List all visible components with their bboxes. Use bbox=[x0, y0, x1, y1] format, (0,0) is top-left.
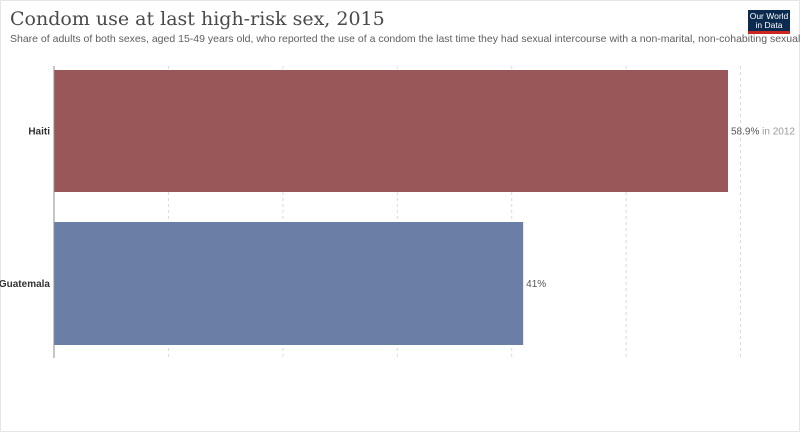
bar-guatemala[interactable] bbox=[54, 222, 524, 345]
value-note: in 2012 bbox=[759, 127, 795, 138]
owid-logo[interactable]: Our World in Data bbox=[748, 10, 790, 34]
value-label: 41% bbox=[526, 279, 546, 290]
logo-line-1: Our World bbox=[749, 11, 789, 21]
value-label: 58.9% in 2012 bbox=[731, 127, 795, 138]
chart-subtitle: Share of adults of both sexes, aged 15-4… bbox=[10, 33, 800, 45]
chart-title: Condom use at last high-risk sex, 2015 bbox=[10, 8, 385, 30]
category-label: Guatemala bbox=[0, 279, 50, 290]
logo-line-2: in Data bbox=[755, 20, 783, 30]
bar-haiti[interactable] bbox=[54, 70, 728, 192]
category-label: Haiti bbox=[28, 127, 50, 138]
